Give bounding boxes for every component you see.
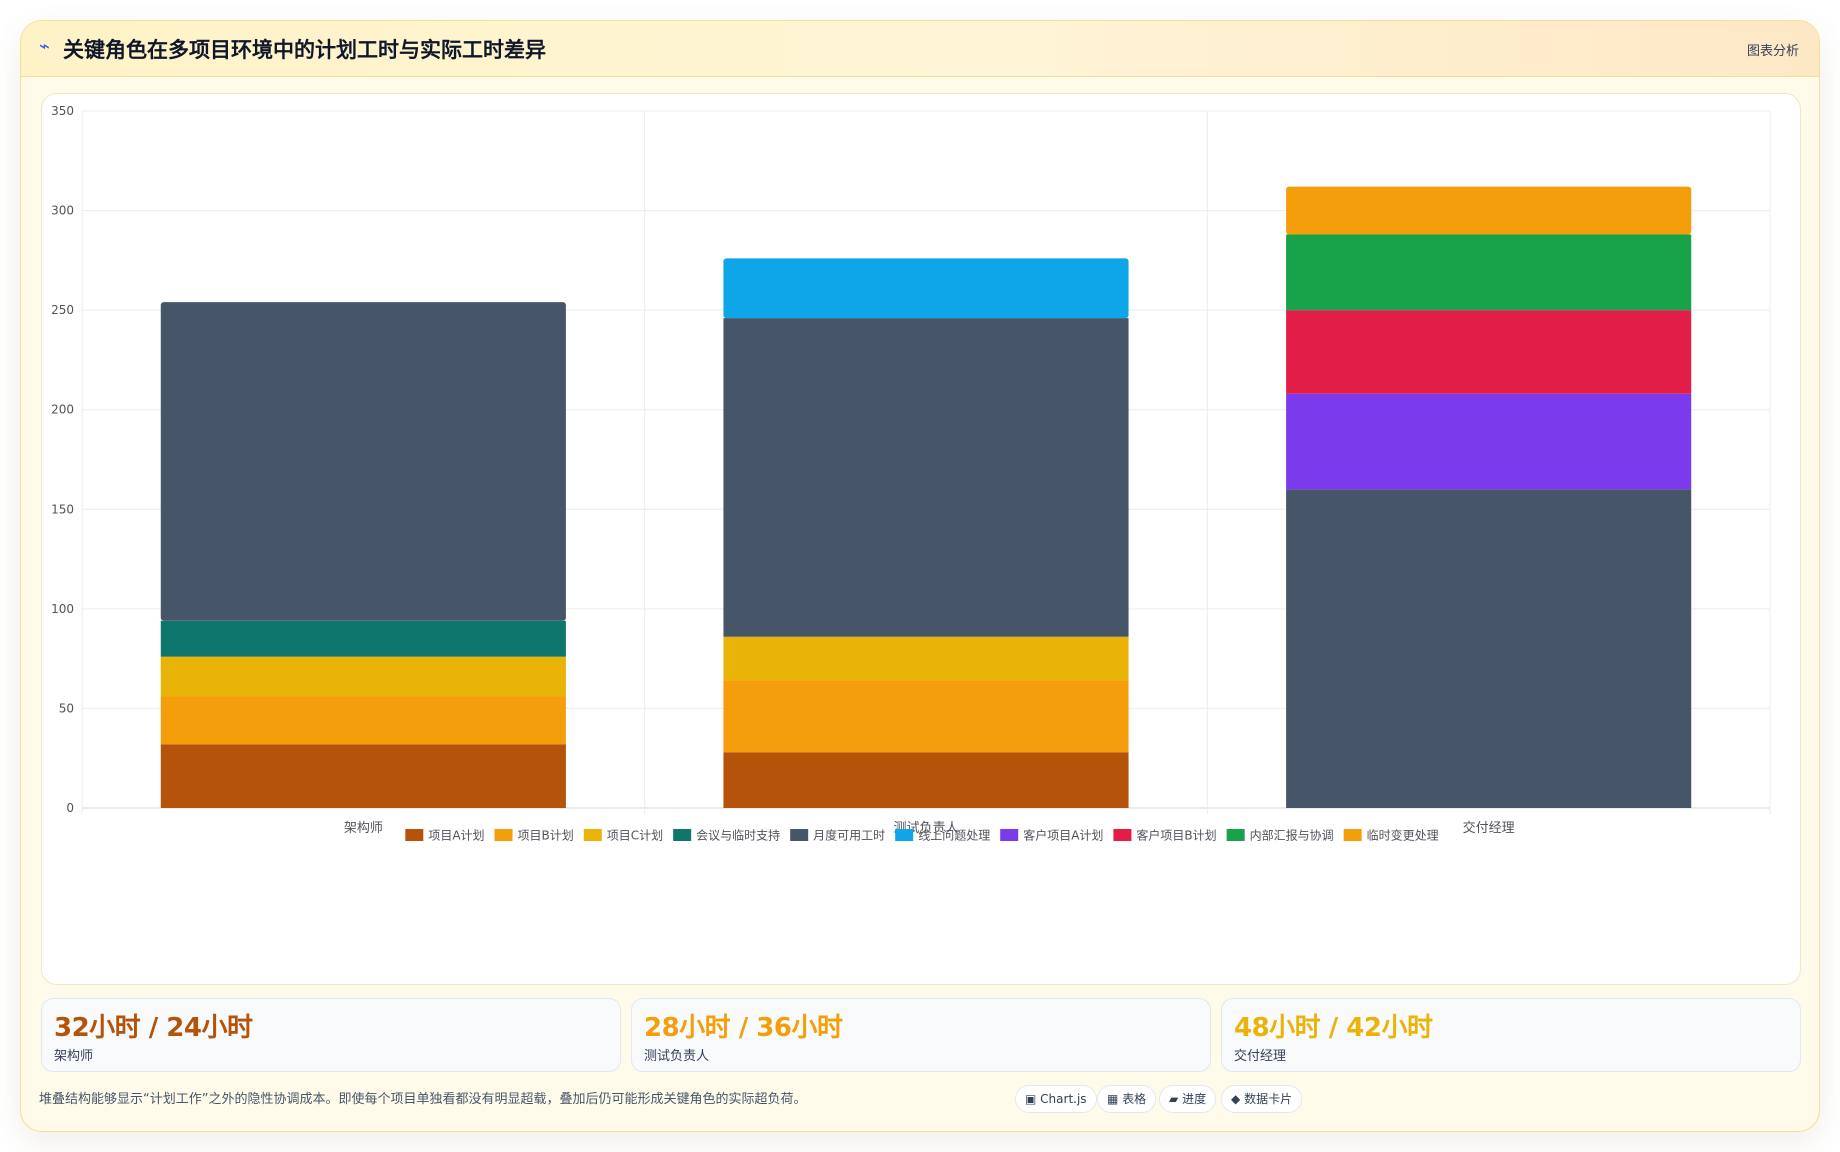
legend-label: 线上问题处理 <box>918 829 990 843</box>
kpi-value: 28小时 / 36小时 <box>644 1013 843 1043</box>
legend-label: 项目A计划 <box>428 829 484 843</box>
legend-label: 月度可用工时 <box>813 828 885 843</box>
bar-segment <box>1286 393 1692 490</box>
chart-card: 0 50 100 150 200 250 300 350 架构师 测试负责人 交付经理 项目A计划 项目… <box>41 93 1801 985</box>
bar-segment <box>1286 186 1692 235</box>
y-tick-label: 350 <box>51 104 74 118</box>
bar-segment <box>160 656 566 697</box>
kpi-label: 测试负责人 <box>644 1049 710 1064</box>
bar-segment <box>160 302 566 621</box>
legend-swatch <box>583 829 602 841</box>
legend-swatch <box>405 829 424 841</box>
y-tick-label: 50 <box>59 701 74 715</box>
bar-segment <box>723 636 1129 681</box>
chart-view-icon: ▣ <box>1025 1092 1037 1106</box>
bar-segment <box>160 696 566 745</box>
chart-icon: ⌁ <box>39 36 50 57</box>
legend-swatch <box>1226 829 1245 841</box>
page-title: 关键角色在多项目环境中的计划工时与实际工时差异 <box>63 38 546 62</box>
kpi-card-delivery-manager: 48小时 / 42小时 交付经理 <box>1221 998 1801 1072</box>
bar-segment <box>160 620 566 657</box>
legend-swatch <box>1000 829 1019 841</box>
legend-swatch <box>790 829 809 841</box>
legend-label: 临时变更处理 <box>1367 828 1439 843</box>
legend-label: 项目B计划 <box>518 829 574 843</box>
legend-swatch <box>895 829 914 841</box>
y-tick-label: 100 <box>51 602 74 616</box>
legend-label: 内部汇报与协调 <box>1250 828 1334 843</box>
y-tick-label: 150 <box>51 502 74 516</box>
kpi-label: 交付经理 <box>1234 1049 1287 1064</box>
bar-segment <box>723 258 1129 319</box>
chip-table[interactable]: ▦ 表格 <box>1097 1085 1157 1113</box>
chip-label: 进度 <box>1182 1092 1207 1106</box>
y-tick-label: 0 <box>66 801 74 815</box>
chip-data-cards[interactable]: ◆ 数据卡片 <box>1221 1085 1303 1113</box>
chart-analysis-link[interactable]: 图表分析 <box>1746 44 1799 59</box>
legend-label: 会议与临时支持 <box>696 828 780 843</box>
chart-panel: ⌁ 关键角色在多项目环境中的计划工时与实际工时差异 图表分析 0 50 100 150… <box>20 20 1820 1132</box>
progress-view-icon: ▰ <box>1169 1092 1179 1106</box>
chip-progress[interactable]: ▰ 进度 <box>1159 1085 1217 1113</box>
chip-label: 表格 <box>1122 1092 1147 1106</box>
chip-label: Chart.js <box>1040 1092 1087 1106</box>
panel-header: ⌁ 关键角色在多项目环境中的计划工时与实际工时差异 图表分析 <box>21 21 1819 77</box>
bar-segment <box>160 744 566 808</box>
kpi-card-test-lead: 28小时 / 36小时 测试负责人 <box>631 998 1211 1072</box>
table-view-icon: ▦ <box>1107 1092 1119 1106</box>
chip-chartjs[interactable]: ▣ Chart.js <box>1015 1085 1097 1113</box>
legend-swatch <box>1343 829 1362 841</box>
bar-segment <box>723 318 1129 637</box>
legend-label: 客户项目A计划 <box>1023 828 1103 843</box>
kpi-value: 32小时 / 24小时 <box>54 1013 253 1043</box>
legend-swatch <box>1113 829 1132 841</box>
kpi-row: 32小时 / 24小时 架构师 28小时 / 36小时 测试负责人 48小时 /… <box>41 998 1801 1072</box>
legend-label: 项目C计划 <box>607 829 663 843</box>
chart-footnote: 堆叠结构能够显示“计划工作”之外的隐性协调成本。即使每个项目单独看都没有明显超载… <box>39 1092 807 1107</box>
y-tick-label: 300 <box>51 204 74 218</box>
y-tick-label: 250 <box>51 303 74 317</box>
legend-swatch <box>494 829 513 841</box>
bar-segment <box>723 680 1129 753</box>
kpi-card-architect: 32小时 / 24小时 架构师 <box>41 998 621 1072</box>
kpi-label: 架构师 <box>54 1049 94 1064</box>
bar-segment <box>1286 310 1692 394</box>
bar-segment <box>1286 234 1692 311</box>
legend-label: 客户项目B计划 <box>1136 828 1216 843</box>
card-view-icon: ◆ <box>1231 1092 1241 1106</box>
bar-segment <box>723 752 1129 808</box>
kpi-value: 48小时 / 42小时 <box>1234 1013 1433 1043</box>
x-tick-label: 交付经理 <box>1463 820 1515 836</box>
legend-swatch <box>673 829 692 841</box>
chip-label: 数据卡片 <box>1244 1092 1293 1106</box>
x-tick-label: 架构师 <box>344 821 383 836</box>
bar-segment <box>1286 489 1692 808</box>
y-tick-label: 200 <box>51 403 74 417</box>
